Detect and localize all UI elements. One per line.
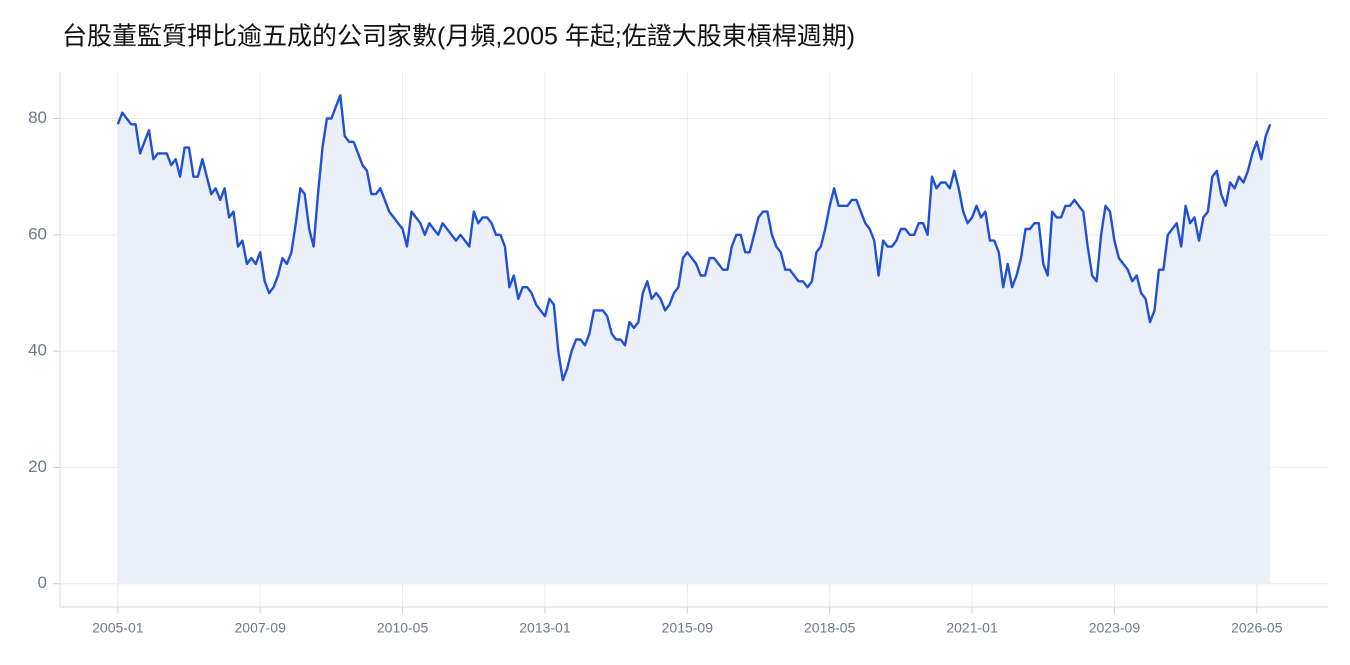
x-tick-label: 2015-09 [662, 620, 714, 636]
x-tick-label: 2007-09 [235, 620, 287, 636]
line [116, 94, 1272, 382]
chart-title: 台股董監質押比逾五成的公司家數(月頻,2005 年起;佐證大股東槓桿週期) [62, 23, 855, 51]
x-tick-label: 2010-05 [377, 620, 429, 636]
area [117, 95, 1271, 584]
y-tick-label: 0 [38, 573, 47, 592]
y-tick-label: 60 [28, 224, 47, 243]
x-tick-label: 2026-05 [1231, 620, 1283, 636]
x-tick-label: 2021-01 [946, 620, 998, 636]
y-tick-label: 20 [28, 457, 47, 476]
y-tick-label: 40 [28, 341, 47, 360]
y-tick-label: 80 [28, 108, 47, 127]
x-tick-label: 2023-09 [1089, 620, 1141, 636]
x-tick-label: 2018-05 [804, 620, 856, 636]
x-tick-label: 2005-01 [92, 620, 144, 636]
x-tick-label: 2013-01 [519, 620, 571, 636]
